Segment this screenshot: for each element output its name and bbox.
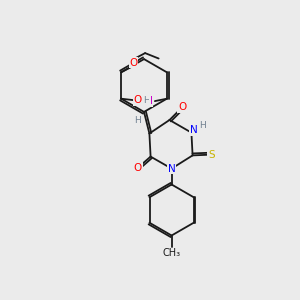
Text: O: O bbox=[134, 95, 142, 105]
Text: S: S bbox=[208, 150, 214, 160]
Text: I: I bbox=[150, 96, 153, 106]
Text: CH₃: CH₃ bbox=[163, 248, 181, 259]
Text: H: H bbox=[143, 96, 149, 105]
Text: N: N bbox=[190, 125, 198, 135]
Text: N: N bbox=[168, 164, 176, 174]
Text: H: H bbox=[199, 122, 206, 130]
Text: O: O bbox=[178, 102, 186, 112]
Text: H: H bbox=[134, 116, 140, 125]
Text: O: O bbox=[130, 58, 138, 68]
Text: O: O bbox=[134, 163, 142, 173]
